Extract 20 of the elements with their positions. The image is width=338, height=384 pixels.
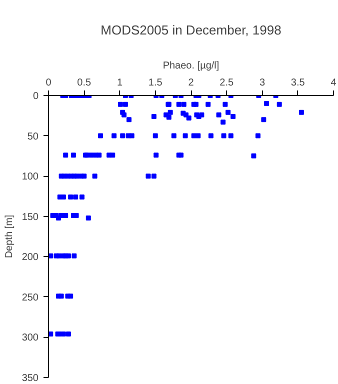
- x-tick-label: 2: [188, 78, 194, 88]
- y-tick-label: 100: [22, 172, 39, 183]
- x-tick-label: 3: [259, 78, 266, 88]
- y-tick-label: 0: [32, 91, 39, 102]
- y-tick-label: 350: [22, 373, 39, 384]
- x-tick-label: 1.5: [148, 78, 163, 88]
- x-tick-label: 0: [46, 78, 52, 88]
- chart-title: MODS2005 in December, 1998: [100, 22, 282, 38]
- y-tick-label: 150: [22, 212, 39, 223]
- y-tick-label: 200: [22, 252, 39, 264]
- y-tick-label: 50: [27, 131, 39, 142]
- x-tick-label: 0.5: [77, 78, 92, 88]
- y-tick-label: 300: [22, 332, 39, 344]
- x-tick-label: 2.5: [220, 78, 234, 88]
- x-axis-title: Phaeo. [µg/l]: [162, 60, 220, 72]
- y-axis-title: Depth [m]: [4, 214, 15, 258]
- x-tick-label: 1: [116, 78, 123, 88]
- x-tick-label: 4: [330, 78, 337, 88]
- y-tick-label: 250: [22, 292, 39, 304]
- x-tick-label: 3.5: [290, 78, 306, 88]
